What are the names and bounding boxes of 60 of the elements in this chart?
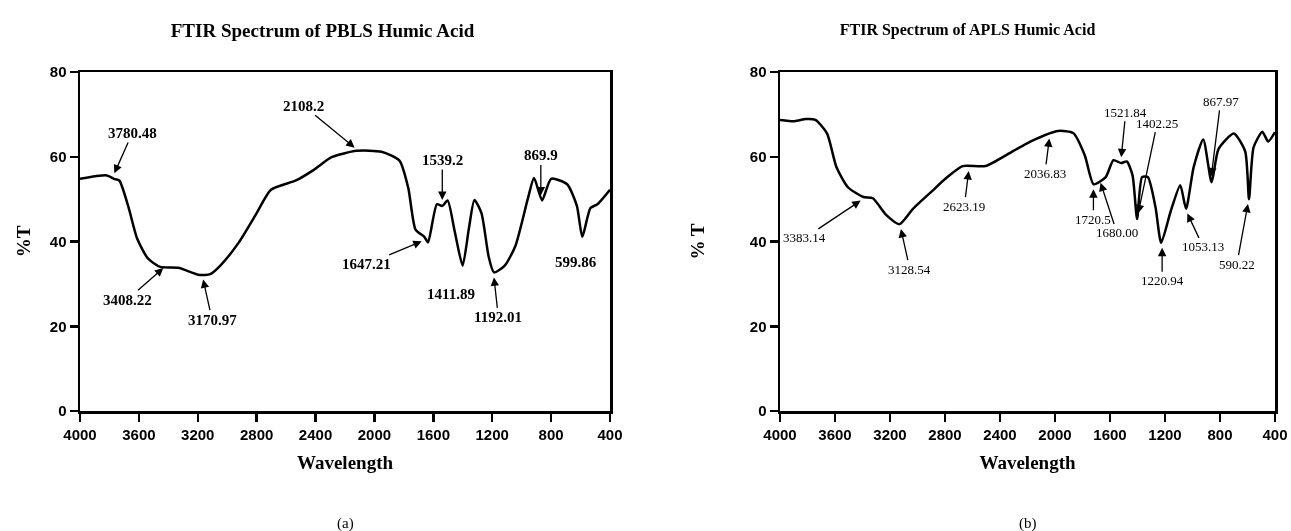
- annotation: 1647.21: [342, 256, 391, 272]
- annotation: 1539.2: [422, 152, 464, 168]
- y-tick-label: 80: [49, 63, 67, 81]
- x-tick-label: 3200: [873, 425, 907, 443]
- annotation: 867.97: [1203, 94, 1240, 109]
- x-tick-label: 4000: [763, 425, 797, 443]
- annotation: 869.9: [524, 147, 558, 163]
- x-tick-label: 800: [1207, 425, 1233, 443]
- annotation: 3170.97: [188, 312, 238, 328]
- x-tick-label: 2000: [1038, 425, 1072, 443]
- y-tick-label: 60: [749, 148, 767, 165]
- annotation: 1053.13: [1182, 239, 1225, 254]
- annotation: 599.86: [555, 254, 597, 270]
- y-axis-title: %T: [13, 225, 35, 258]
- x-tick-label: 2800: [239, 425, 274, 443]
- annotation: 1680.00: [1096, 225, 1139, 240]
- x-tick-label: 3200: [181, 425, 215, 443]
- x-tick-label: 2000: [357, 425, 392, 443]
- annotation: 3408.22: [103, 292, 152, 308]
- line-series: [80, 149, 610, 277]
- annotation: 590.22: [1219, 257, 1255, 272]
- x-tick-label: 400: [1262, 425, 1288, 443]
- y-tick-label: 0: [58, 402, 67, 420]
- x-tick-label: 4000: [63, 425, 97, 443]
- line-series: [780, 117, 1275, 245]
- x-tick-label: 1600: [1093, 425, 1127, 443]
- x-tick-label: 1600: [416, 425, 451, 443]
- x-axis-title: Wavelength: [979, 451, 1076, 473]
- x-tick-label: 3600: [818, 425, 852, 443]
- annotation: 3383.14: [783, 230, 826, 245]
- y-tick-label: 20: [49, 317, 67, 335]
- annotation: 2108.2: [283, 98, 325, 114]
- x-tick-label: 1200: [475, 425, 509, 443]
- annotation: 1720.5: [1075, 212, 1111, 227]
- y-axis-title: % T: [687, 223, 709, 260]
- x-tick-label: 800: [538, 425, 564, 443]
- x-tick-label: 3600: [122, 425, 156, 443]
- x-tick-label: 2400: [298, 425, 333, 443]
- annotation: 2036.83: [1024, 166, 1067, 181]
- annotation: 3128.54: [888, 262, 931, 277]
- chart-title: FTIR Spectrum of PBLS Humic Acid: [170, 20, 475, 42]
- annotation: 1192.01: [474, 309, 522, 325]
- y-tick-label: 60: [49, 148, 67, 165]
- y-tick-label: 40: [749, 232, 767, 250]
- chart-title: FTIR Spectrum of APLS Humic Acid: [839, 21, 1096, 40]
- x-tick-label: 1200: [1148, 425, 1182, 443]
- annotation: 3780.48: [108, 125, 157, 141]
- y-tick-label: 80: [749, 63, 767, 81]
- x-tick-label: 2400: [983, 425, 1017, 443]
- y-tick-label: 40: [49, 232, 67, 250]
- annotation: 1411.89: [427, 286, 475, 302]
- x-tick-label: 400: [597, 425, 623, 443]
- y-tick-label: 0: [758, 402, 767, 420]
- annotation: 1220.94: [1141, 273, 1184, 288]
- x-axis-title: Wavelength: [296, 451, 394, 473]
- y-tick-label: 20: [749, 317, 767, 335]
- x-tick-label: 2800: [928, 425, 962, 443]
- text: (a): [337, 515, 354, 531]
- text: (b): [1019, 515, 1037, 531]
- annotation: 2623.19: [943, 199, 986, 214]
